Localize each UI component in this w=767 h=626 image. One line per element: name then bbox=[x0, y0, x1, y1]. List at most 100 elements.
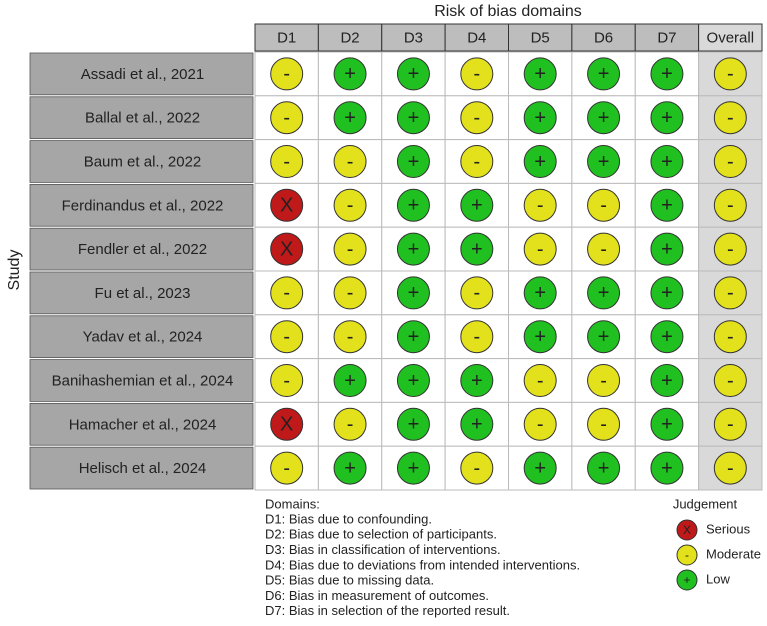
judgement-symbol: + bbox=[661, 282, 673, 304]
judgement-dot bbox=[333, 232, 367, 266]
judgement-symbol: - bbox=[347, 151, 354, 173]
judgement-dot bbox=[650, 320, 684, 354]
judgement-symbol: - bbox=[473, 63, 480, 85]
judgement-dot bbox=[587, 276, 621, 310]
judgement-dot bbox=[270, 407, 304, 441]
legend-label: Serious bbox=[706, 521, 751, 536]
judgement-symbol: - bbox=[537, 238, 544, 260]
judgement-symbol: - bbox=[473, 107, 480, 129]
judgement-symbol: + bbox=[661, 326, 673, 348]
judgement-symbol: - bbox=[473, 457, 480, 479]
judgement-symbol: X bbox=[280, 238, 293, 260]
judgement-dot bbox=[713, 407, 747, 441]
judgement-dot bbox=[523, 276, 557, 310]
judgement-symbol: + bbox=[344, 457, 356, 479]
judgement-dot bbox=[650, 276, 684, 310]
column-label: D7 bbox=[657, 29, 676, 46]
judgement-symbol: - bbox=[283, 370, 290, 392]
judgement-dot bbox=[333, 364, 367, 397]
judgement-dot bbox=[460, 232, 494, 266]
legend-label: Low bbox=[706, 571, 730, 586]
judgement-dot bbox=[713, 101, 747, 135]
judgement-symbol: + bbox=[661, 63, 673, 85]
judgement-dot bbox=[713, 276, 747, 310]
judgement-symbol: - bbox=[727, 151, 734, 173]
judgement-symbol: + bbox=[471, 370, 483, 392]
judgement-symbol: + bbox=[534, 107, 546, 129]
judgement-dot bbox=[523, 232, 557, 266]
study-cell bbox=[29, 446, 254, 490]
judgement-dot bbox=[650, 145, 684, 178]
judgement-dot bbox=[270, 101, 304, 135]
study-cell bbox=[29, 402, 254, 446]
judgement-dot bbox=[333, 57, 367, 91]
judgement-symbol: + bbox=[408, 107, 420, 129]
legend-label: Moderate bbox=[706, 546, 761, 561]
column-header bbox=[698, 23, 763, 52]
judgement-symbol: + bbox=[408, 326, 420, 348]
legend-symbol: X bbox=[683, 523, 691, 537]
legend-dot bbox=[676, 569, 698, 591]
judgement-symbol: - bbox=[283, 326, 290, 348]
judgement-dot bbox=[587, 232, 621, 266]
judgement-symbol: - bbox=[347, 238, 354, 260]
column-header bbox=[571, 23, 636, 52]
study-label: Fu et al., 2023 bbox=[95, 285, 191, 302]
legend-title: Judgement bbox=[673, 496, 738, 511]
judgement-dot bbox=[333, 407, 367, 441]
judgement-symbol: X bbox=[280, 414, 293, 436]
judgement-dot bbox=[587, 101, 621, 135]
judgement-symbol: - bbox=[473, 282, 480, 304]
judgement-symbol: - bbox=[473, 151, 480, 173]
judgement-symbol: + bbox=[661, 151, 673, 173]
judgement-dot bbox=[460, 364, 494, 397]
judgement-symbol: + bbox=[534, 282, 546, 304]
judgement-dot bbox=[650, 232, 684, 266]
judgement-dot bbox=[396, 188, 430, 222]
study-cell bbox=[29, 315, 254, 358]
judgement-symbol: + bbox=[408, 414, 420, 436]
judgement-dot bbox=[523, 407, 557, 441]
judgement-dot bbox=[270, 364, 304, 397]
judgement-dot bbox=[650, 364, 684, 397]
domain-description: D7: Bias in selection of the reported re… bbox=[265, 603, 510, 618]
judgement-dot bbox=[460, 188, 494, 222]
judgement-symbol: - bbox=[537, 414, 544, 436]
judgement-symbol: + bbox=[408, 195, 420, 217]
study-label: Fendler et al., 2022 bbox=[78, 241, 207, 258]
judgement-dot bbox=[713, 320, 747, 354]
domain-description: D3: Bias in classification of interventi… bbox=[265, 542, 501, 557]
judgement-dot bbox=[650, 407, 684, 441]
judgement-dot bbox=[396, 57, 430, 91]
judgement-dot bbox=[523, 188, 557, 222]
judgement-symbol: - bbox=[727, 107, 734, 129]
judgement-dot bbox=[270, 451, 304, 485]
column-header bbox=[508, 23, 573, 52]
judgement-symbol: + bbox=[344, 370, 356, 392]
judgement-dot bbox=[270, 188, 304, 222]
judgement-symbol: - bbox=[727, 195, 734, 217]
judgement-dot bbox=[333, 101, 367, 135]
domain-description: D2: Bias due to selection of participant… bbox=[265, 527, 497, 542]
study-cell bbox=[29, 140, 254, 183]
judgement-dot bbox=[333, 145, 367, 178]
column-label: D2 bbox=[340, 29, 359, 46]
legend-dot bbox=[676, 519, 698, 541]
judgement-dot bbox=[650, 57, 684, 91]
judgement-dot bbox=[333, 451, 367, 485]
judgement-dot bbox=[713, 57, 747, 91]
judgement-symbol: + bbox=[598, 457, 610, 479]
legend-symbol: - bbox=[685, 548, 689, 562]
judgement-dot bbox=[587, 407, 621, 441]
judgement-symbol: - bbox=[600, 238, 607, 260]
judgement-symbol: - bbox=[537, 370, 544, 392]
legend-dot bbox=[676, 544, 698, 566]
study-cell bbox=[29, 271, 254, 315]
judgement-dot bbox=[587, 188, 621, 222]
domains-heading: Domains: bbox=[265, 496, 320, 511]
judgement-dot bbox=[523, 145, 557, 178]
judgement-symbol: + bbox=[408, 63, 420, 85]
judgement-symbol: - bbox=[600, 414, 607, 436]
judgement-symbol: - bbox=[727, 63, 734, 85]
